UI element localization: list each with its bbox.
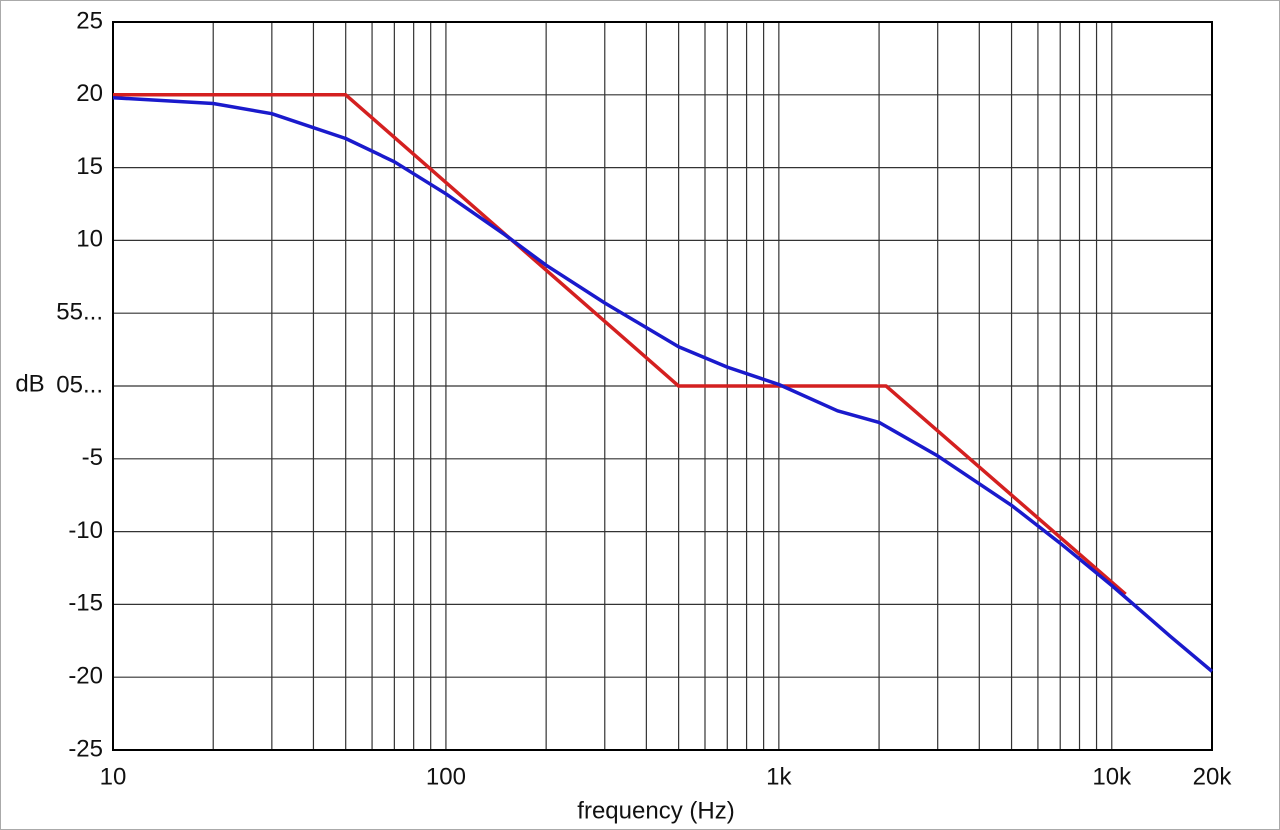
y-tick-label: 15 [76,153,103,180]
y-tick-label: -20 [68,663,103,690]
x-tick-label: 100 [426,763,466,790]
y-axis-label: dB [15,370,44,397]
y-tick-label: 05... [56,371,103,398]
y-tick-label: 25 [76,7,103,34]
x-tick-label: 10k [1092,763,1132,790]
y-tick-label: 20 [76,80,103,107]
x-axis-label: frequency (Hz) [577,797,734,824]
y-tick-label: -15 [68,590,103,617]
y-tick-label: 55... [56,299,103,326]
x-tick-label: 1k [766,763,792,790]
y-tick-label: 10 [76,226,103,253]
x-tick-label: 10 [100,763,127,790]
y-tick-label: -10 [68,517,103,544]
plot-frame [112,21,1213,751]
x-tick-label: 20k [1193,763,1233,790]
y-tick-label: -5 [82,444,103,471]
y-tick-label: -25 [68,735,103,762]
series-line [112,95,1214,673]
series-line [113,93,1127,596]
